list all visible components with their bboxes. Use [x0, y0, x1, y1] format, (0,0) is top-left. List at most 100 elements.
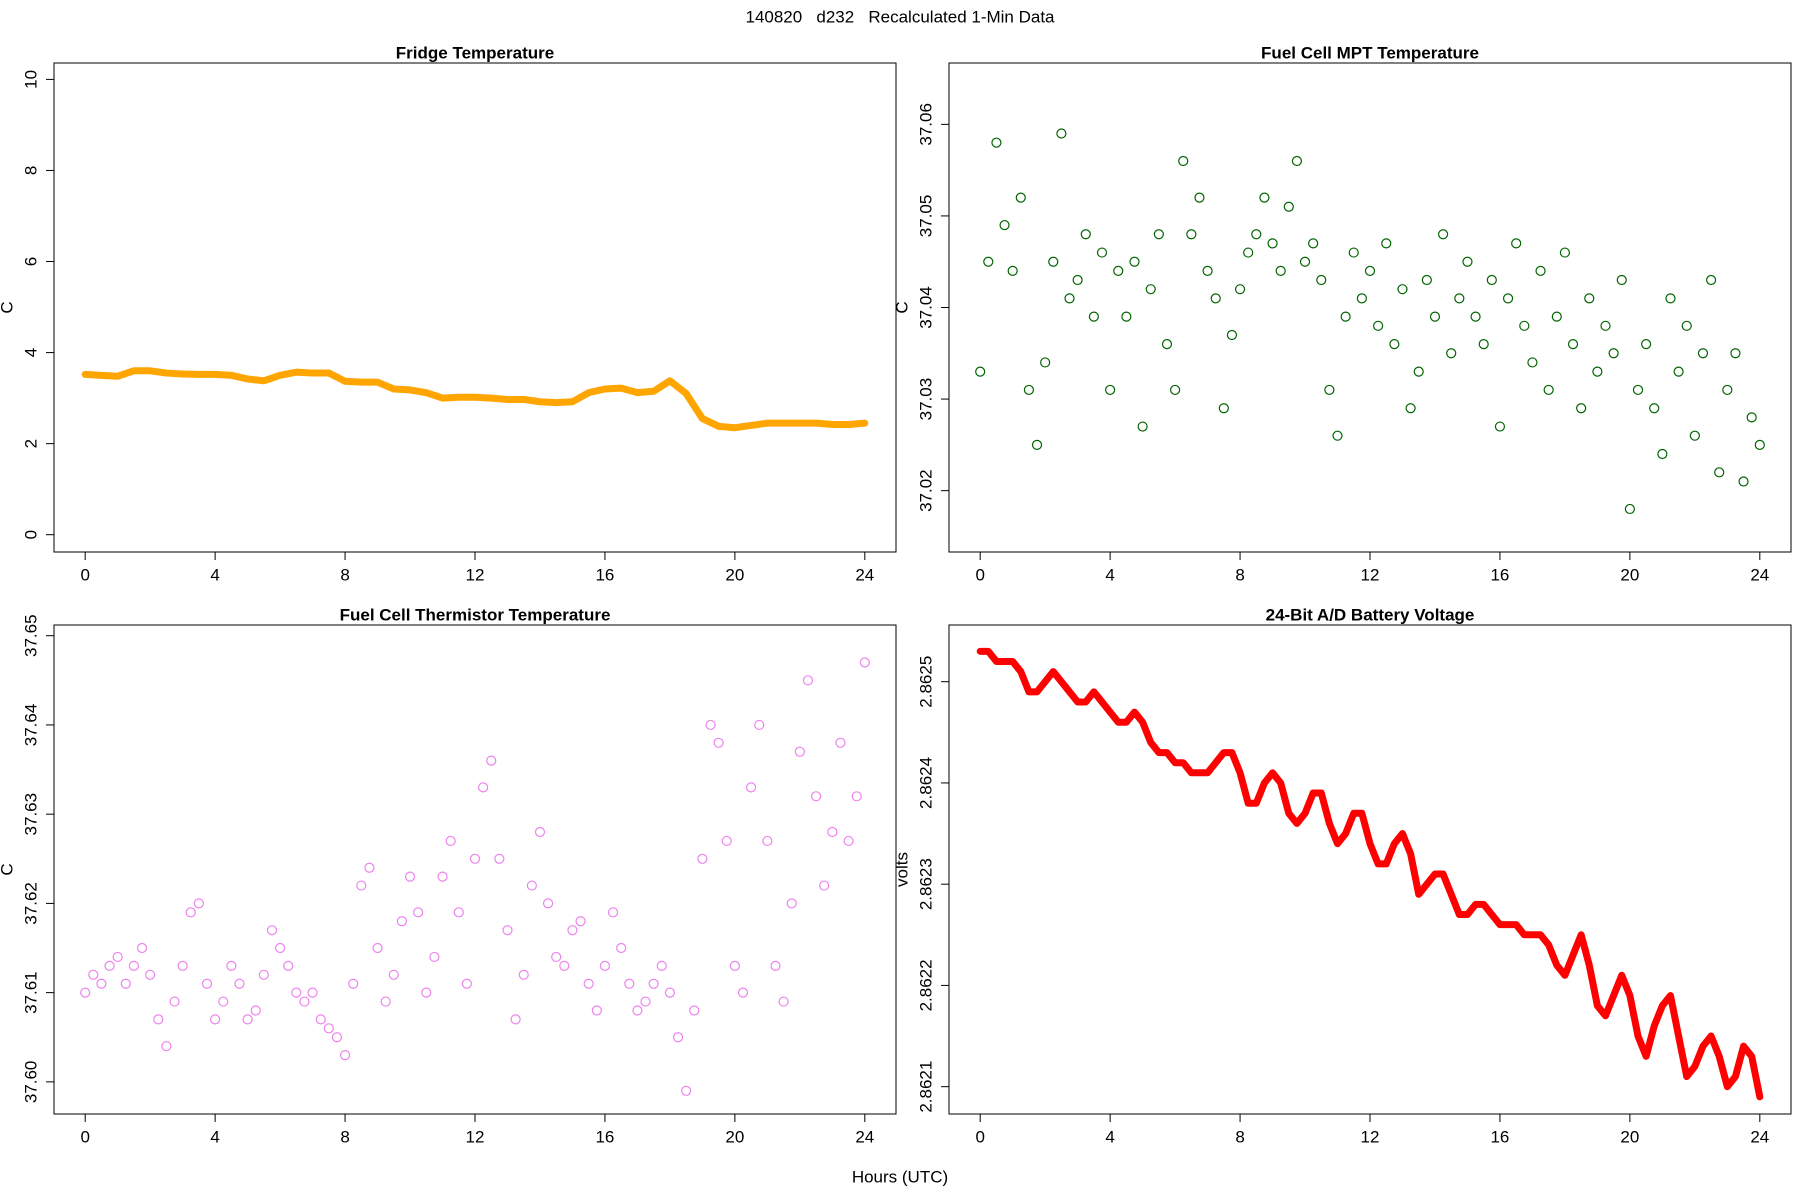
data-point	[835, 737, 846, 748]
y-tick-label: 37.63	[21, 793, 40, 836]
data-point	[396, 916, 408, 927]
y-tick-label: 10	[21, 70, 40, 89]
y-tick-label: 37.05	[916, 195, 935, 238]
data-point	[1697, 348, 1709, 359]
data-point	[1454, 293, 1465, 304]
panel-title: 24-Bit A/D Battery Voltage	[1266, 605, 1475, 624]
x-tick-label: 16	[1490, 1127, 1509, 1146]
y-tick-label: 2	[21, 439, 40, 448]
data-point	[534, 826, 546, 838]
data-point	[1072, 274, 1083, 286]
data-point	[1299, 256, 1311, 267]
data-point	[510, 1014, 521, 1025]
data-point	[1324, 384, 1335, 396]
data-point	[177, 960, 188, 971]
data-point	[1202, 265, 1213, 276]
y-tick-label: 37.62	[21, 882, 40, 925]
data-point	[1137, 421, 1148, 432]
y-tick-label: 37.60	[21, 1061, 40, 1104]
data-point	[721, 835, 732, 847]
data-point	[380, 996, 391, 1007]
data-point	[851, 791, 862, 802]
x-tick-label: 4	[1105, 1127, 1114, 1146]
data-point	[729, 960, 740, 971]
data-point	[1641, 339, 1652, 350]
data-point	[681, 1085, 692, 1096]
data-point	[575, 916, 586, 927]
x-tick-label: 20	[1620, 565, 1639, 584]
data-point	[794, 746, 805, 757]
data-point	[1121, 311, 1132, 322]
data-point	[1730, 348, 1741, 359]
data-point	[1210, 293, 1221, 304]
data-point	[1600, 320, 1611, 331]
data-point	[1584, 293, 1595, 304]
data-point	[1429, 311, 1441, 322]
data-point	[1080, 229, 1091, 240]
data-point	[413, 907, 424, 918]
data-point	[624, 978, 635, 989]
y-tick-label: 37.64	[21, 704, 40, 747]
x-tick-label: 16	[1490, 565, 1509, 584]
data-point	[737, 987, 749, 998]
x-tick-label: 8	[340, 1127, 349, 1146]
data-point	[1543, 384, 1554, 396]
data-point	[975, 366, 986, 377]
x-tick-label: 4	[210, 565, 219, 584]
data-point	[1437, 229, 1449, 240]
data-point	[469, 853, 481, 864]
x-tick-label: 16	[595, 1127, 614, 1146]
data-point	[1624, 503, 1635, 515]
plot-frame	[948, 62, 1792, 553]
data-point	[210, 1014, 221, 1025]
data-point	[983, 256, 994, 267]
data-point	[1722, 384, 1733, 396]
x-tick-label: 24	[855, 1127, 874, 1146]
data-point	[591, 1005, 602, 1016]
data-point	[1738, 476, 1749, 487]
plot-frame	[53, 624, 897, 1115]
data-point	[754, 719, 765, 731]
data-point	[640, 996, 651, 1007]
x-tick-label: 8	[340, 565, 349, 584]
y-axis-label: C	[892, 301, 911, 313]
data-point	[1608, 348, 1619, 359]
data-point	[1064, 293, 1075, 304]
x-tick-label: 24	[1750, 1127, 1769, 1146]
data-point	[991, 137, 1002, 148]
panel-title: Fridge Temperature	[396, 43, 554, 62]
data-point	[1567, 339, 1579, 350]
data-point	[1519, 320, 1530, 331]
data-point	[429, 951, 440, 963]
data-point	[1494, 421, 1506, 432]
data-point	[1364, 265, 1376, 276]
y-tick-label: 2.8623	[916, 858, 935, 910]
data-point	[421, 987, 432, 998]
data-point	[1681, 320, 1692, 331]
data-point	[1616, 274, 1627, 286]
data-point	[145, 969, 156, 980]
data-point	[266, 925, 278, 936]
data-point	[1056, 128, 1067, 139]
data-point	[1421, 274, 1432, 286]
data-point	[762, 835, 773, 847]
data-point	[364, 862, 375, 873]
x-axis-label: Hours (UTC)	[852, 1167, 948, 1186]
data-point	[1511, 238, 1522, 249]
data-point	[551, 951, 562, 963]
data-point	[689, 1005, 700, 1016]
data-point	[348, 978, 359, 989]
y-tick-label: 37.06	[916, 103, 935, 146]
data-point	[1291, 155, 1303, 167]
y-tick-label: 2.8621	[916, 1061, 935, 1113]
data-point	[356, 880, 367, 891]
data-point	[526, 880, 537, 891]
data-point	[250, 1005, 261, 1016]
data-point	[1316, 274, 1327, 286]
data-point	[1015, 192, 1026, 203]
x-tick-label: 0	[80, 1127, 89, 1146]
data-point	[770, 960, 781, 971]
x-tick-label: 0	[975, 1127, 984, 1146]
data-point	[1218, 403, 1229, 414]
